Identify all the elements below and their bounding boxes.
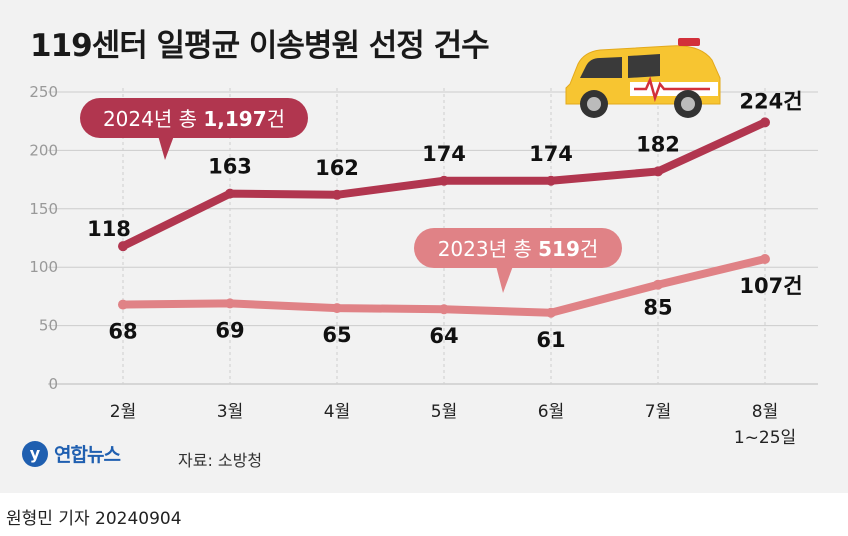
series-2024-total-label: 2024년 총 1,197건 (103, 107, 285, 131)
series-2023-value-label: 64 (429, 324, 458, 348)
y-tick-label: 0 (48, 375, 58, 393)
series-point-1 (546, 307, 556, 318)
series-2023-total-label: 2023년 총 519건 (438, 237, 599, 261)
chart-title: 119센터 일평균 이송병원 선정 건수 (30, 28, 490, 64)
yonhap-logo-icon: y (22, 440, 48, 467)
series-2023-value-label: 107건 (739, 274, 802, 298)
source-note: 자료: 소방청 (178, 451, 263, 470)
x-tick-label: 4월 (324, 402, 350, 422)
series-2023-value-label: 69 (215, 318, 244, 342)
series-point-1 (439, 304, 449, 315)
x-tick-label: 8월 (752, 402, 778, 422)
series-2023-total-badge: 2023년 총 519건 (414, 228, 622, 293)
x-tick-sublabel: 1~25일 (734, 428, 796, 448)
y-tick-label: 50 (39, 317, 58, 335)
series-point-1 (118, 299, 128, 310)
series-2024-value-label: 174 (529, 142, 573, 166)
series-2023-value-label: 85 (643, 296, 672, 320)
yonhap-logo: y 연합뉴스 (22, 440, 121, 467)
series-2023-value-label: 61 (536, 328, 565, 352)
series-point-0 (653, 166, 663, 177)
logo-text: 연합뉴스 (54, 444, 121, 466)
series-point-0 (225, 188, 235, 199)
series-point-1 (760, 254, 770, 265)
x-tick-label: 5월 (431, 402, 457, 422)
series-point-0 (332, 189, 342, 200)
series-2024-total-badge: 2024년 총 1,197건 (80, 98, 308, 160)
series-point-0 (760, 117, 770, 128)
x-tick-label: 7월 (645, 402, 671, 422)
y-tick-label: 200 (29, 141, 58, 159)
x-tick-label: 6월 (538, 402, 564, 422)
series-point-1 (653, 279, 663, 290)
series-point-0 (439, 175, 449, 186)
series-2024-value-label: 118 (87, 217, 131, 241)
series-point-0 (118, 241, 128, 252)
x-tick-label: 3월 (217, 402, 243, 422)
ambulance-icon (565, 38, 721, 118)
series-2023-value-label: 65 (322, 323, 351, 347)
y-tick-label: 250 (29, 83, 58, 101)
series-2024-value-label: 182 (636, 132, 680, 156)
series-2024-value-label: 163 (208, 155, 252, 179)
y-tick-label: 150 (29, 200, 58, 218)
y-tick-label: 100 (29, 258, 58, 276)
series-point-1 (332, 303, 342, 314)
byline: 원형민 기자 20240904 (6, 509, 182, 529)
series-2024-value-label: 162 (315, 156, 359, 180)
series-2024-value-label: 174 (422, 142, 466, 166)
series-point-1 (225, 298, 235, 309)
x-tick-label: 2월 (110, 402, 136, 422)
series-2023-value-label: 68 (108, 320, 137, 344)
series-2024-value-label: 224건 (739, 89, 802, 113)
line-chart: 0 50 100 150 200 250 2월 3월 4월 5월 6월 7월 8월 1~25일 2024년… (29, 38, 818, 448)
series-point-0 (546, 175, 556, 186)
